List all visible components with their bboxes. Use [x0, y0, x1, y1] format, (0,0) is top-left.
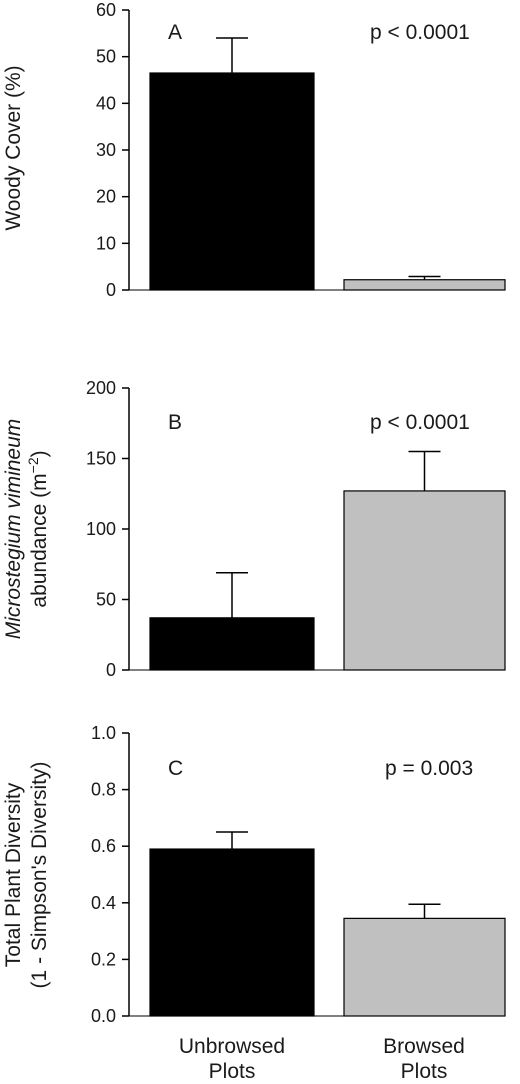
bar-a-1 — [343, 279, 506, 291]
y-tick-label-a-1: 10 — [96, 233, 116, 253]
bars-b — [149, 450, 506, 671]
x-category-labels: Unbrowsed Plots Browsed Plots — [179, 1035, 465, 1083]
p-value-a: p < 0.0001 — [370, 21, 470, 44]
y-tick-label-a-5: 50 — [96, 47, 116, 67]
y-tick-label-b-4: 200 — [86, 378, 116, 398]
y-axis-title-c-line2: (1 - Simpson's Diversity) — [28, 762, 51, 989]
y-tick-label-c-2: 0.4 — [91, 893, 116, 913]
y-ticks-a: 0 10 20 30 40 50 60 — [96, 0, 129, 300]
y-tick-label-b-0: 0 — [106, 660, 116, 680]
panel-c: Total Plant Diversity (1 - Simpson's Div… — [2, 723, 506, 1026]
bar-b-0 — [149, 617, 315, 671]
panel-label-a: A — [168, 21, 182, 44]
y-tick-label-b-3: 150 — [86, 449, 116, 469]
y-tick-label-c-3: 0.6 — [91, 836, 116, 856]
bars-a — [149, 37, 506, 291]
p-value-c: p = 0.003 — [385, 757, 473, 780]
y-ticks-b: 0 50 100 150 200 — [86, 378, 129, 680]
x-label-unbrowsed-line2: Plots — [209, 1060, 256, 1083]
bar-a-0 — [149, 72, 315, 291]
panel-a: Woody Cover (%) 0 10 20 30 40 50 60 A p < 0.00… — [2, 0, 506, 300]
panel-label-b: B — [168, 411, 182, 434]
y-axis-title-b-line2: abundance (m−2) — [25, 450, 51, 607]
y-axis-title-b-line1: Microstegium vimineum — [2, 419, 25, 640]
x-label-browsed-line1: Browsed — [383, 1035, 465, 1058]
p-value-b: p < 0.0001 — [370, 411, 470, 434]
y-tick-label-c-5: 1.0 — [91, 723, 116, 743]
y-axis-title-a: Woody Cover (%) — [2, 65, 25, 230]
y-tick-label-a-3: 30 — [96, 140, 116, 160]
y-tick-label-c-4: 0.8 — [91, 780, 116, 800]
x-label-browsed-line2: Plots — [401, 1060, 448, 1083]
panel-label-c: C — [168, 757, 183, 780]
y-tick-label-c-0: 0.0 — [91, 1006, 116, 1026]
y-ticks-c: 0.0 0.2 0.4 0.6 0.8 1.0 — [91, 723, 129, 1026]
bar-c-0 — [149, 848, 315, 1017]
y-tick-label-c-1: 0.2 — [91, 949, 116, 969]
y-axis-title-c-line1: Total Plant Diversity — [2, 782, 25, 967]
y-tick-label-b-2: 100 — [86, 519, 116, 539]
bar-c-1 — [343, 917, 506, 1017]
y-tick-label-b-1: 50 — [96, 590, 116, 610]
y-tick-label-a-4: 40 — [96, 93, 116, 113]
bars-c — [149, 831, 506, 1017]
panel-b: Microstegium vimineum abundance (m−2) 0 5… — [2, 378, 506, 680]
x-label-unbrowsed-line1: Unbrowsed — [179, 1035, 285, 1058]
bar-b-1 — [343, 490, 506, 671]
y-tick-label-a-2: 20 — [96, 187, 116, 207]
y-tick-label-a-0: 0 — [106, 280, 116, 300]
y-tick-label-a-6: 60 — [96, 0, 116, 20]
